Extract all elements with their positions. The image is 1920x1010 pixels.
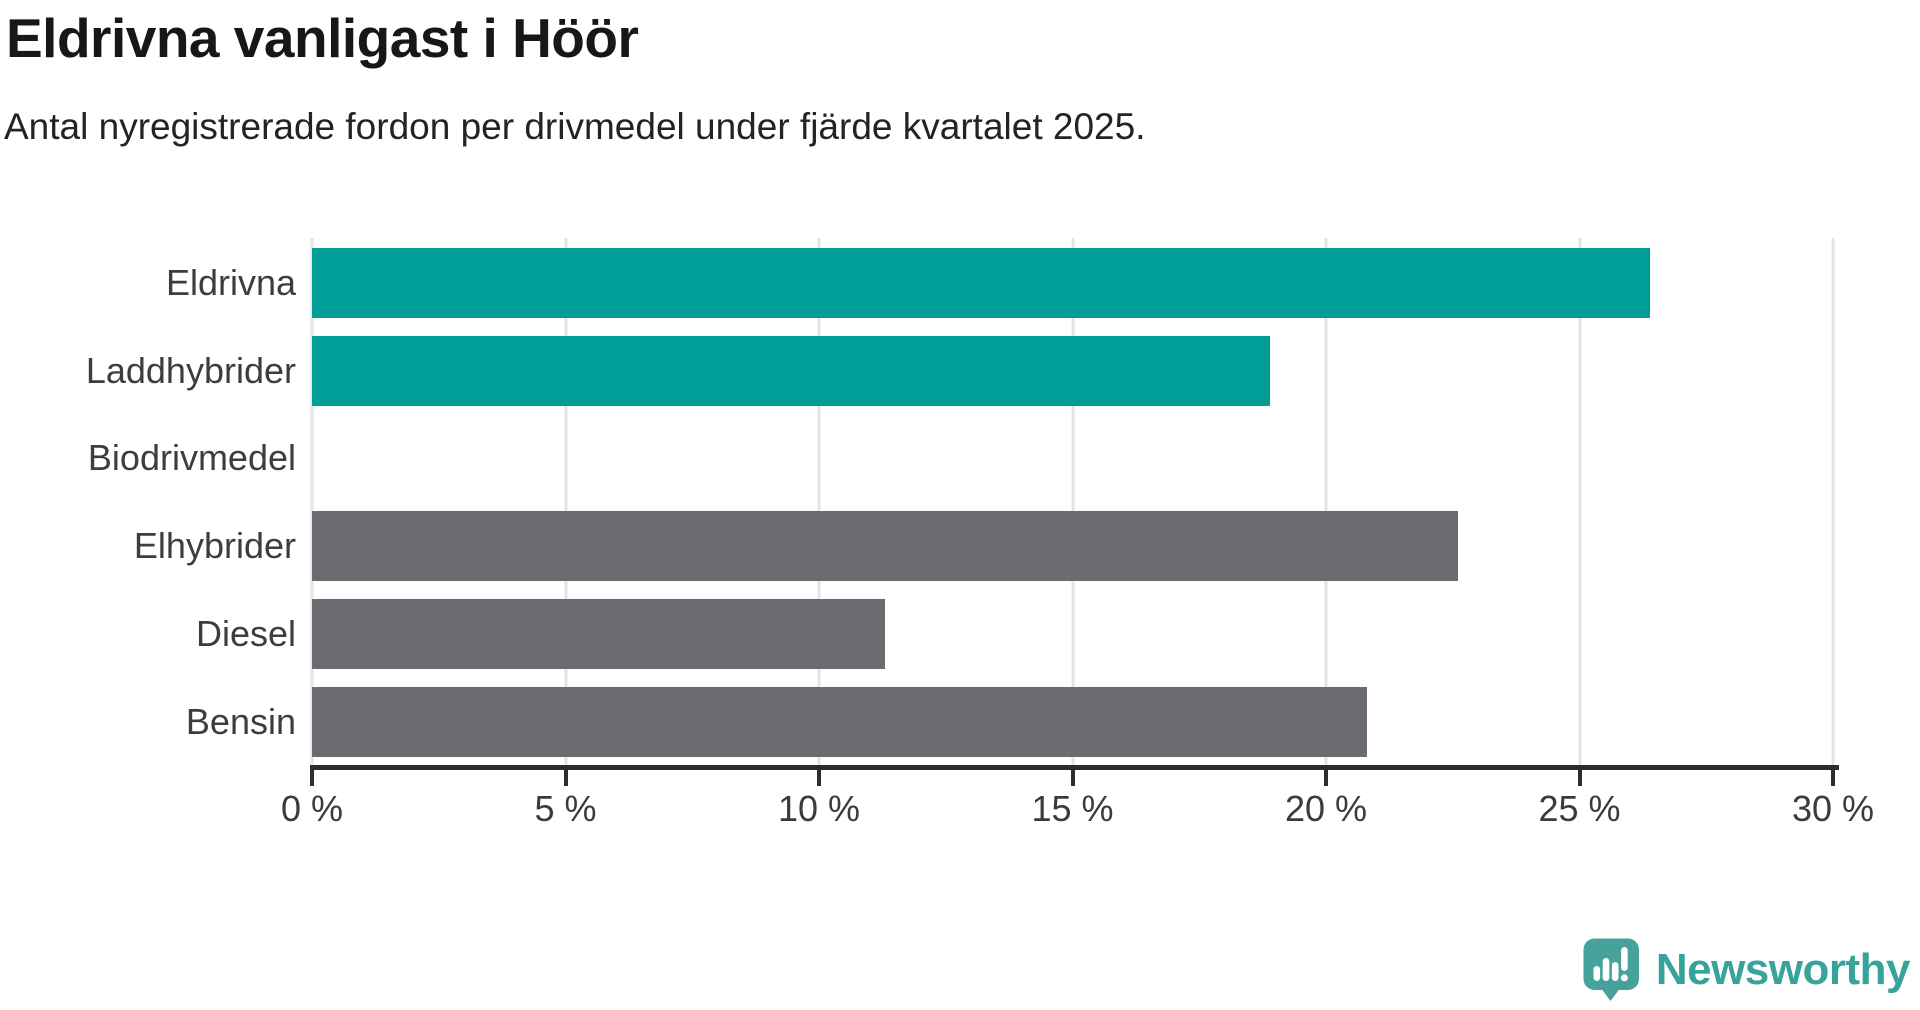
gridline [310,238,314,765]
gridline [1578,238,1581,765]
category-label: Laddhybrider [85,349,296,391]
gridline [1071,238,1074,765]
bar-bensin [312,686,1367,757]
x-tick-mark [1577,770,1582,786]
plot-area: Eldrivna Laddhybrider Biodrivmedel Elhybrid… [86,238,1835,765]
x-tick-mark [1324,770,1328,786]
x-tick-mark [310,770,314,786]
x-tick-mark [1070,770,1075,786]
x-tick-label: 25 % [1538,788,1621,829]
x-tick-label: 30 % [1791,788,1875,829]
x-tick-mark [1831,770,1835,786]
bar-diesel [312,598,885,669]
newsworthy-logo: Newsworthy [1582,937,1911,1002]
gridline [817,238,821,765]
chart-subtitle: Antal nyregistrerade fordon per drivmede… [4,106,1146,147]
x-tick-label: 15 % [1031,788,1114,829]
x-tick-mark [817,770,821,786]
gridline [1831,238,1835,765]
gridline [564,238,567,765]
x-tick-label: 10 % [777,788,861,829]
category-label: Biodrivmedel [87,437,296,479]
category-label: Bensin [185,700,296,742]
category-label: Diesel [195,612,296,654]
x-tick-label: 0 % [280,788,344,829]
gridline [1324,238,1328,765]
x-tick-mark [563,770,568,786]
category-label: Eldrivna [165,262,296,303]
x-axis: 0 % 5 % 10 % 15 % 20 % 25 % 30 % [281,770,1874,840]
x-tick-label: 5 % [534,788,597,829]
chart-title: Eldrivna vanligast i Höör [6,7,639,69]
newsworthy-logo-text: Newsworthy [1655,944,1911,994]
x-axis-line [310,765,1839,770]
category-label: Elhybrider [133,525,296,567]
bar-laddhybrider [312,335,1271,406]
x-tick-label: 20 % [1284,788,1368,829]
newsworthy-logo-icon [1583,938,1639,1001]
bar-elhybrider [312,511,1458,582]
bar-eldrivna [312,248,1651,318]
